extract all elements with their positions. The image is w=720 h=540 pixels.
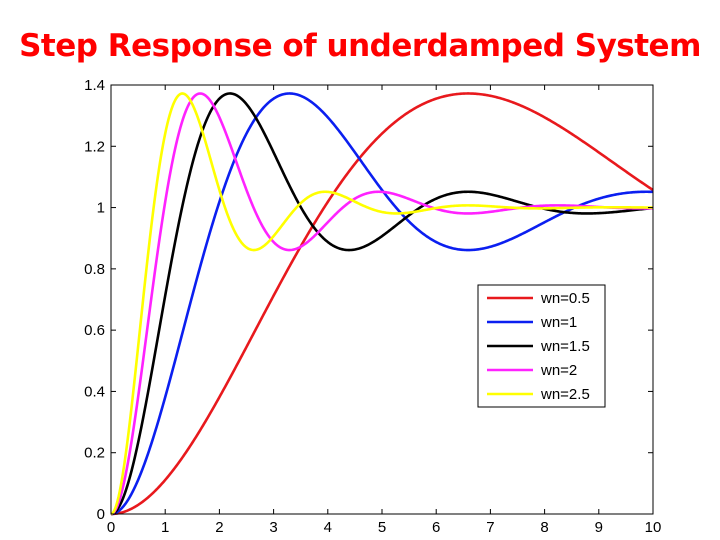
x-tick-label: 7 [486, 519, 494, 536]
y-tick-label: 0.8 [84, 261, 105, 278]
x-tick-label: 2 [215, 519, 223, 536]
x-tick-label: 5 [378, 519, 386, 536]
legend-label: wn=1 [540, 314, 577, 331]
x-tick-label: 10 [645, 519, 662, 536]
y-tick-label: 0 [97, 506, 105, 523]
ticks-layer: 0 1 2 3 4 5 6 7 8 9 10 0 0.2 0.4 0.6 0.8 1 1.2 1.4 [84, 77, 661, 536]
x-tick-label: 6 [432, 519, 440, 536]
x-tick-label: 9 [595, 519, 603, 536]
x-tick-label: 3 [269, 519, 277, 536]
legend-label: wn=2.5 [540, 386, 590, 403]
slide-title: Step Response of underdamped System [19, 28, 701, 64]
legend: wn=0.5 wn=1 wn=1.5 wn=2 wn=2.5 [477, 284, 606, 408]
legend-label: wn=1.5 [540, 338, 590, 355]
y-tick-label: 0.4 [84, 383, 105, 400]
series-line-wn-0-5 [110, 92, 654, 516]
series-line-wn-2-5 [110, 92, 654, 516]
series-layer [110, 92, 654, 516]
series-line-wn-2 [110, 92, 654, 516]
series-line-wn-1-5 [110, 92, 654, 516]
x-tick-label: 0 [107, 519, 115, 536]
y-tick-label: 1.4 [84, 77, 105, 94]
x-tick-label: 1 [161, 519, 169, 536]
x-tick-label: 8 [540, 519, 548, 536]
y-tick-label: 1 [97, 200, 105, 217]
x-tick-label: 4 [324, 519, 332, 536]
y-tick-label: 0.6 [84, 322, 105, 339]
legend-label: wn=2 [540, 362, 577, 379]
legend-label: wn=0.5 [540, 290, 590, 307]
y-tick-label: 0.2 [84, 445, 105, 462]
y-tick-label: 1.2 [84, 138, 105, 155]
